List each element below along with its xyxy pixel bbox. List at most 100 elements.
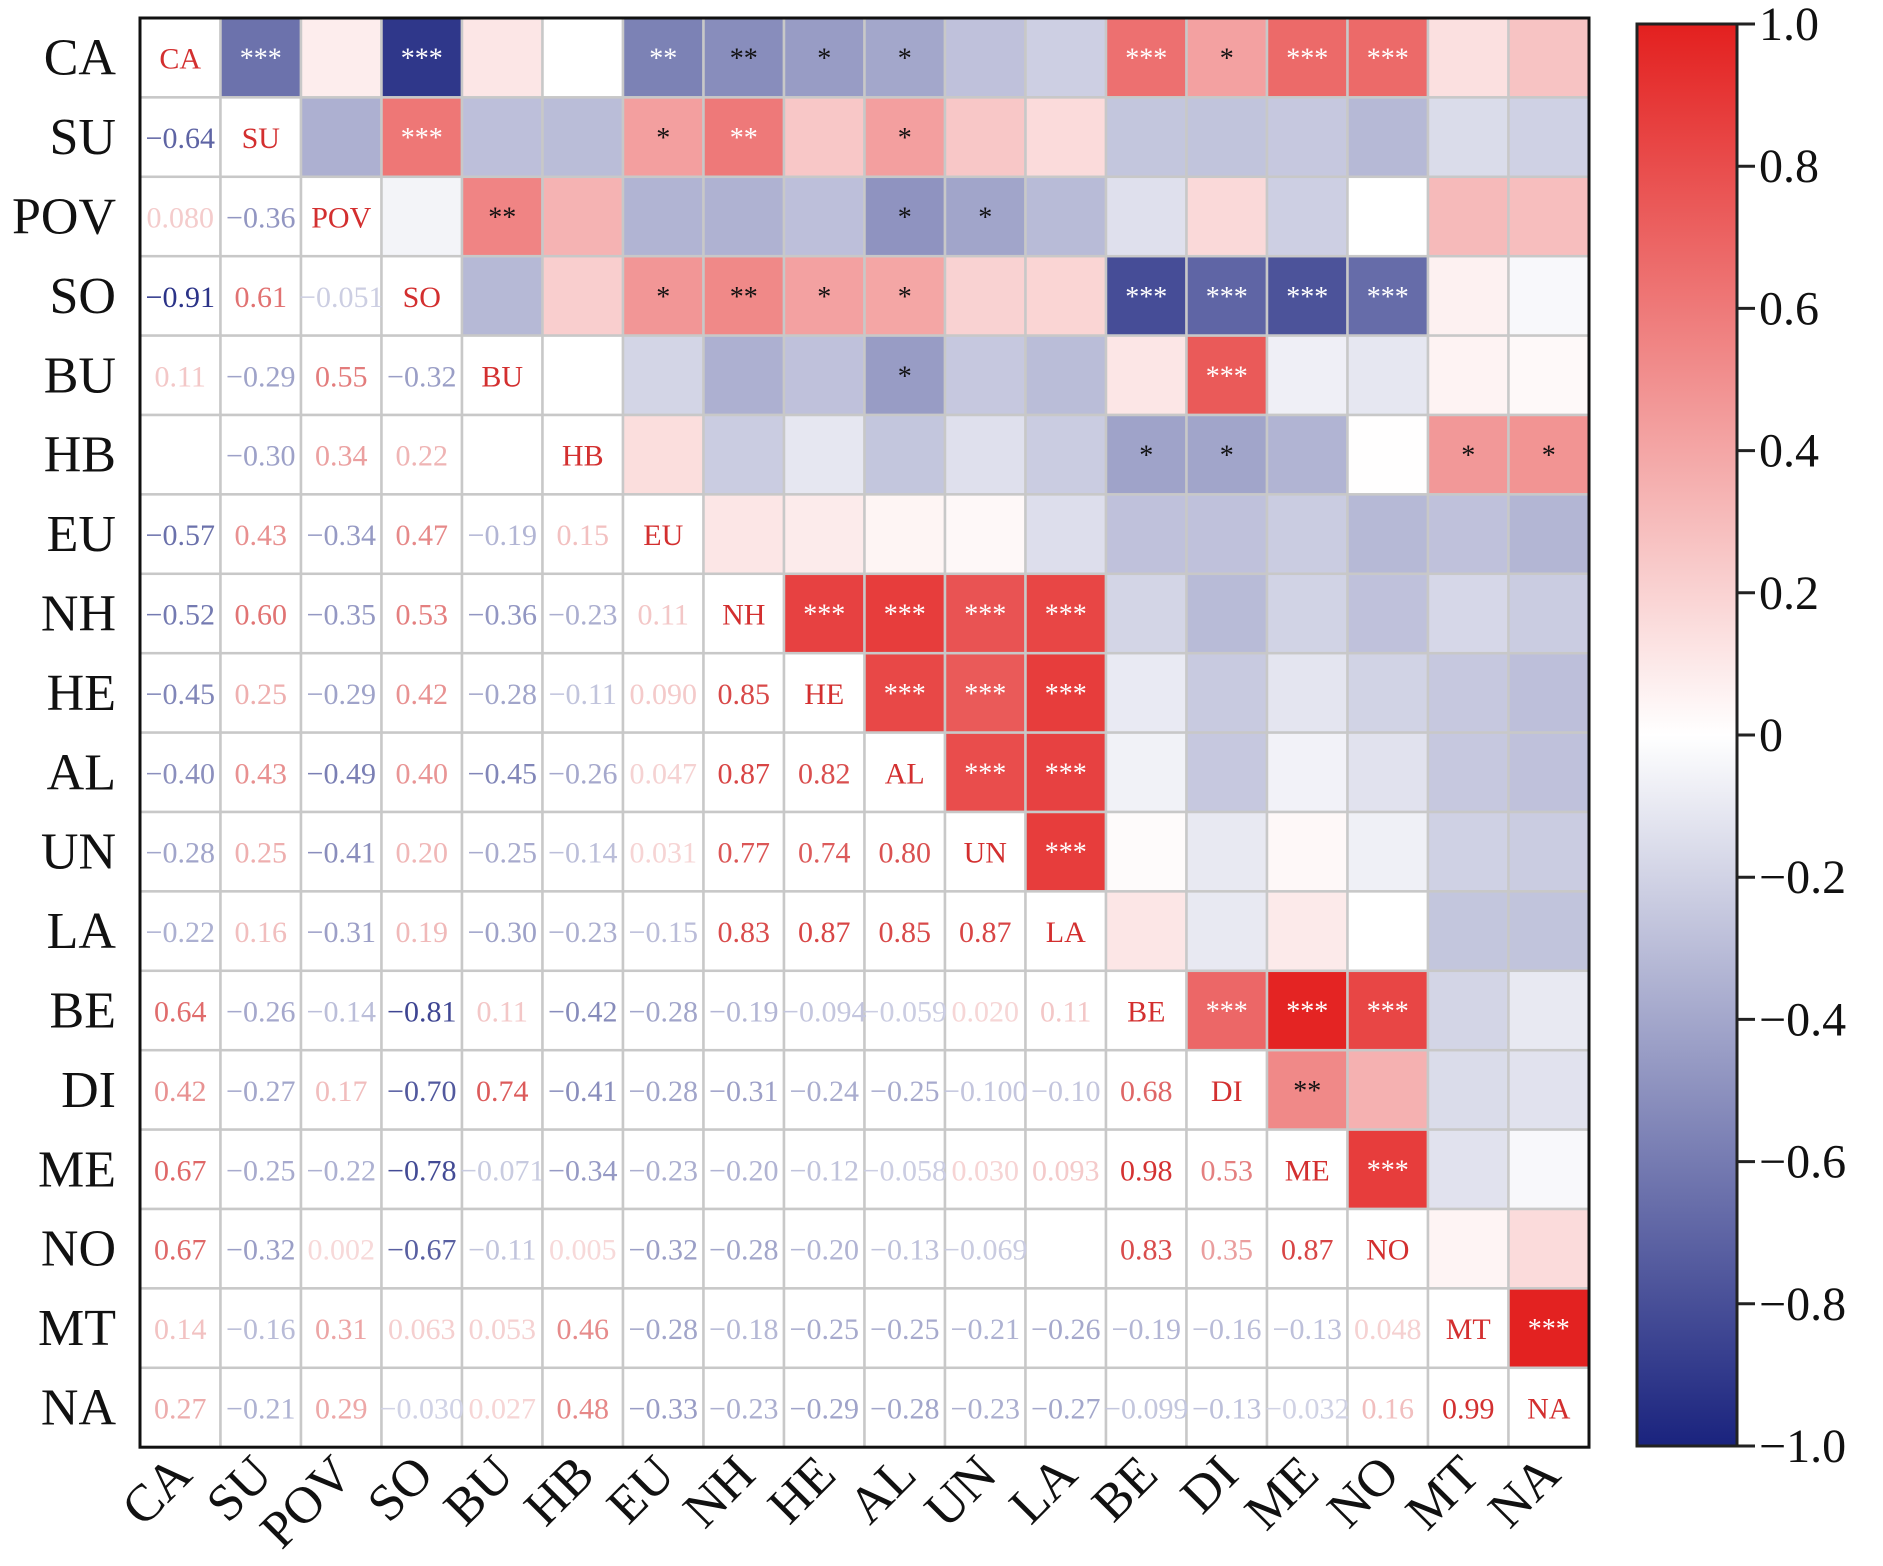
- significance-mark: ***: [964, 600, 1006, 631]
- correlation-value: −0.11: [468, 1234, 536, 1267]
- significance-mark: ***: [1125, 44, 1167, 75]
- significance-mark: ***: [884, 679, 926, 710]
- heatmap-cell: [541, 254, 625, 337]
- heatmap-cell: [299, 16, 383, 99]
- heatmap-cell: [621, 810, 705, 893]
- correlation-value: 0.19: [396, 916, 449, 949]
- correlation-value: 0.22: [396, 440, 449, 473]
- correlation-value: −0.032: [1265, 1393, 1349, 1426]
- heatmap-cell: [1024, 1207, 1108, 1290]
- correlation-value: −0.25: [870, 1075, 939, 1108]
- row-label: SO: [50, 268, 116, 325]
- correlation-value: 0.43: [235, 519, 288, 552]
- heatmap-cell: [1426, 1048, 1510, 1131]
- significance-mark: *: [817, 282, 831, 313]
- heatmap-cell: [541, 16, 625, 99]
- significance-mark: ***: [964, 679, 1006, 710]
- correlation-value: 0.35: [1201, 1234, 1254, 1267]
- correlation-value: −0.25: [468, 837, 537, 870]
- significance-mark: **: [730, 282, 758, 313]
- colorbar: 1.0 0.8 0.6 0.4 0.2 0 −0.2 −0.4 −0.6 −0.8 −1.0: [1635, 0, 1846, 1473]
- heatmap-cell: [1426, 254, 1510, 337]
- correlation-value: 0.25: [235, 678, 288, 711]
- colorbar-tick-label: −0.6: [1759, 1136, 1846, 1189]
- heatmap-cell: [1507, 731, 1591, 814]
- correlation-value: −0.40: [146, 757, 215, 790]
- correlation-value: 0.20: [396, 837, 449, 870]
- significance-mark: ***: [1045, 600, 1087, 631]
- heatmap-cell: [782, 810, 866, 893]
- correlation-value: 0.42: [396, 678, 449, 711]
- row-label: HB: [44, 427, 116, 484]
- correlation-value: 0.85: [879, 916, 932, 949]
- correlation-value: 0.002: [308, 1234, 376, 1267]
- significance-mark: *: [1139, 441, 1153, 472]
- heatmap-cell: [943, 651, 1027, 734]
- heatmap-cell: [702, 810, 786, 893]
- correlation-value: −0.20: [790, 1234, 859, 1267]
- correlation-value: 0.77: [718, 837, 771, 870]
- correlation-value: 0.11: [477, 996, 528, 1029]
- correlation-value: 0.53: [1201, 1154, 1254, 1187]
- heatmap-cell: [541, 413, 625, 496]
- heatmap-cell: [138, 651, 222, 734]
- heatmap-cell: [702, 413, 786, 496]
- heatmap-cell: [863, 1366, 947, 1449]
- heatmap-cell: [943, 413, 1027, 496]
- correlation-value: −0.28: [629, 996, 698, 1029]
- correlation-value: 0.87: [1281, 1234, 1334, 1267]
- correlation-value: −0.32: [226, 1234, 295, 1267]
- correlation-value: −0.64: [146, 122, 215, 155]
- significance-mark: ***: [1045, 838, 1087, 869]
- correlation-value: −0.25: [870, 1313, 939, 1346]
- correlation-value: 0.47: [396, 519, 449, 552]
- heatmap-cell: [1346, 1366, 1430, 1449]
- correlation-value: 0.020: [952, 996, 1020, 1029]
- correlation-value: −0.25: [790, 1313, 859, 1346]
- significance-mark: ***: [1367, 1155, 1409, 1186]
- heatmap-cell: [782, 96, 866, 179]
- heatmap-cell: [541, 731, 625, 814]
- heatmap-cell: [380, 1366, 464, 1449]
- heatmap-cell: [1265, 810, 1349, 893]
- diagonal-label: HB: [562, 440, 604, 473]
- correlation-value: −0.28: [709, 1234, 778, 1267]
- correlation-value: −0.12: [790, 1154, 859, 1187]
- heatmap-cell: [1024, 175, 1108, 258]
- heatmap-cell: [782, 334, 866, 417]
- column-label: DI: [1170, 1445, 1249, 1524]
- heatmap-cell: [138, 810, 222, 893]
- heatmap-cell: [299, 1048, 383, 1131]
- heatmap-cell: [1265, 1207, 1349, 1290]
- significance-mark: ***: [1286, 997, 1328, 1028]
- heatmap-cell: [1024, 651, 1108, 734]
- significance-marks: *** *** ** ** * * *** * *** ****** * ** *** * ** ** * * **…: [240, 44, 1570, 1345]
- heatmap-cell: [138, 175, 222, 258]
- heatmap-cell: [138, 890, 222, 973]
- heatmap-cell: [1507, 890, 1591, 973]
- heatmap-cell: [1507, 969, 1591, 1052]
- correlation-value: −0.70: [387, 1075, 456, 1108]
- correlation-value: −0.094: [782, 996, 866, 1029]
- correlation-value: 0.063: [388, 1313, 456, 1346]
- row-label: NO: [41, 1221, 116, 1278]
- heatmap-cell: [219, 96, 303, 179]
- column-label: NA: [1478, 1445, 1572, 1539]
- correlation-value: −0.25: [226, 1154, 295, 1187]
- correlation-value: 0.60: [235, 599, 288, 632]
- heatmap-cell: [219, 969, 303, 1052]
- heatmap-cell: [621, 254, 705, 337]
- heatmap-cell: [138, 96, 222, 179]
- correlation-value: −0.26: [1031, 1313, 1100, 1346]
- significance-mark: **: [1293, 1076, 1321, 1107]
- correlation-value: −0.22: [307, 1154, 376, 1187]
- heatmap-cell: [1426, 572, 1510, 655]
- correlation-value: 0.048: [1354, 1313, 1422, 1346]
- correlation-value: −0.099: [1104, 1393, 1188, 1426]
- heatmap-cell: [460, 1048, 544, 1131]
- heatmap-cell: [1265, 96, 1349, 179]
- correlation-value: 0.61: [235, 281, 288, 314]
- significance-mark: *: [978, 203, 992, 234]
- heatmap-cell: [1185, 969, 1269, 1052]
- significance-mark: **: [649, 44, 677, 75]
